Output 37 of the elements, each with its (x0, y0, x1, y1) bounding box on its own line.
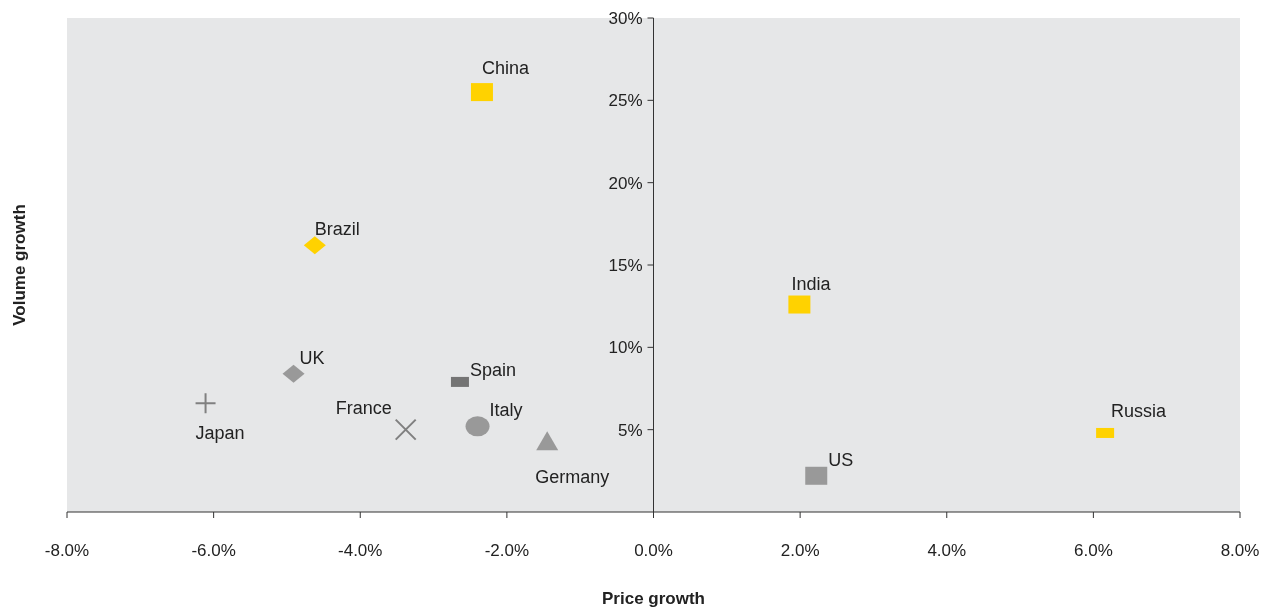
point (805, 466, 828, 485)
y-tick-label: 25% (608, 91, 643, 111)
series-label: Spain (469, 359, 516, 380)
x-tick-label: 2.0% (780, 541, 820, 560)
series-label: China (481, 58, 530, 79)
point (394, 418, 417, 441)
point (465, 416, 490, 437)
point (536, 431, 559, 451)
point (788, 295, 811, 314)
series-label: France (335, 397, 392, 418)
x-tick-label: -2.0% (484, 541, 530, 560)
x-tick-label: -4.0% (338, 541, 383, 560)
x-tick-label: 0.0% (634, 541, 673, 560)
y-tick-label: 30% (608, 9, 643, 28)
x-tick-label: 6.0% (1074, 541, 1113, 560)
x-tick-label: 8.0% (1220, 541, 1260, 560)
series-label: Italy (489, 400, 523, 421)
x-axis-title: Price growth (602, 589, 705, 608)
x-tick-label: 4.0% (927, 541, 967, 560)
point (303, 236, 326, 255)
x-tick-label: -6.0% (191, 541, 236, 560)
series-label: Germany (535, 467, 610, 488)
y-tick-label: 10% (608, 338, 643, 358)
y-tick-label: 20% (608, 173, 643, 193)
point (194, 392, 217, 415)
series-label: Brazil (314, 219, 360, 240)
series-label: India (791, 273, 832, 294)
point (470, 83, 493, 102)
x-tick-label: -8.0% (44, 541, 90, 560)
point (282, 364, 305, 383)
series-label: US (828, 449, 854, 470)
y-tick-label: 15% (608, 256, 643, 275)
y-tick-label: 5% (617, 420, 643, 440)
series-label: Japan (195, 423, 245, 444)
series-label: UK (299, 347, 325, 368)
series-label: Russia (1111, 400, 1168, 421)
y-axis-title: Volume growth (10, 204, 29, 326)
